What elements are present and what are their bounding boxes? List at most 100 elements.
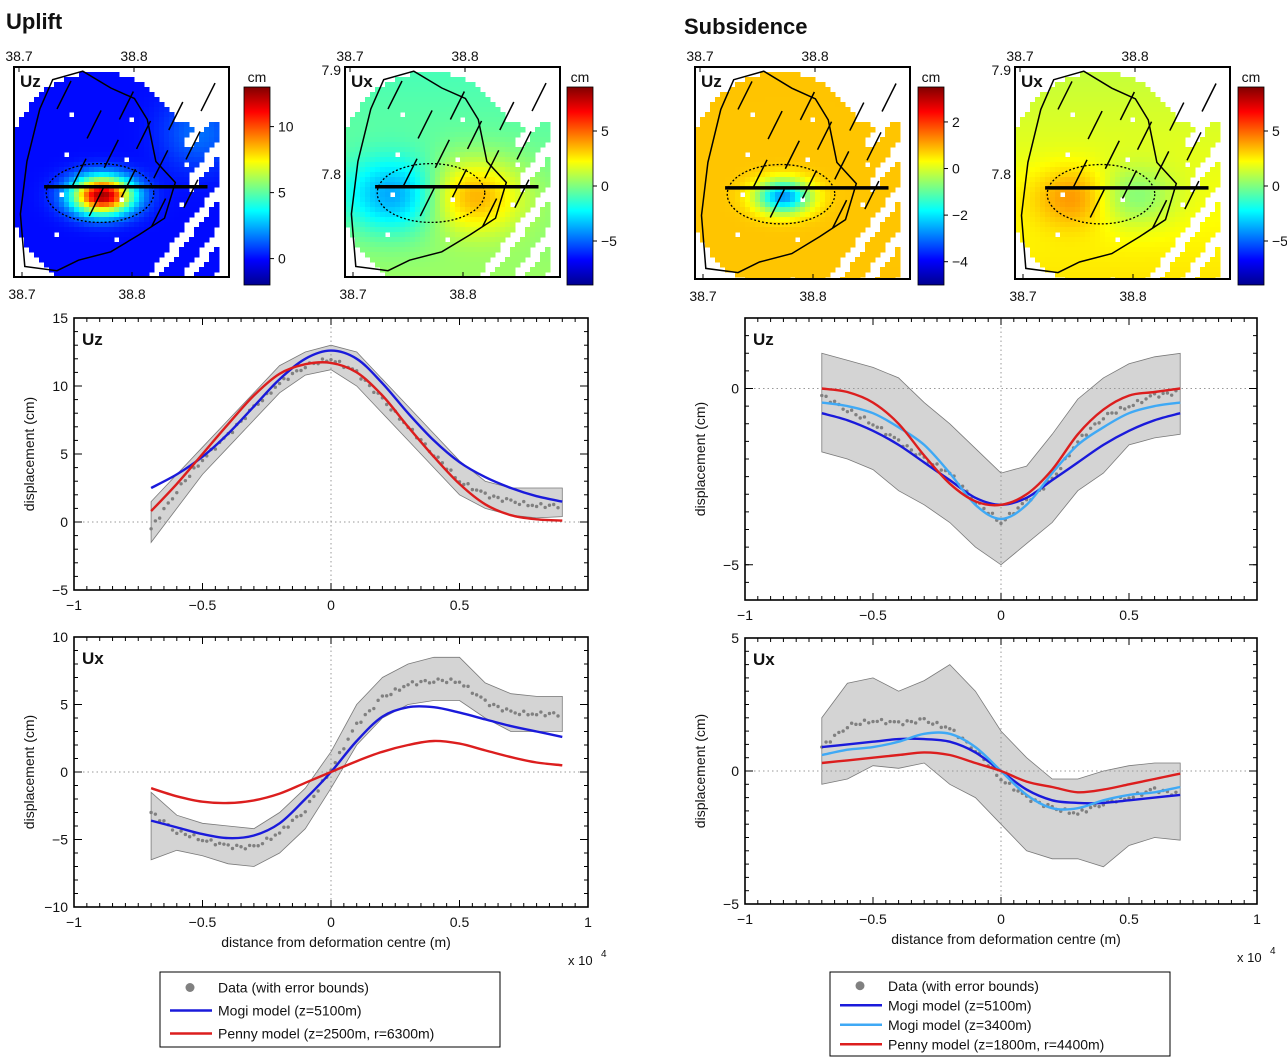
map-pixel (1135, 137, 1141, 143)
map-pixel (735, 87, 741, 93)
map-pixel (1105, 187, 1111, 193)
map-pixel (515, 252, 521, 258)
map-pixel (104, 237, 110, 243)
map-pixel (370, 142, 376, 148)
map-pixel (54, 87, 60, 93)
map-pixel (194, 152, 200, 158)
map-pixel (840, 242, 846, 248)
map-pixel (800, 137, 806, 143)
map-pixel (415, 252, 421, 258)
map-pixel (1135, 87, 1141, 93)
map-pixel (1130, 137, 1136, 143)
map-pixel (54, 122, 60, 128)
map-pixel (114, 272, 120, 277)
map-pixel (475, 202, 481, 208)
map-pixel (1080, 157, 1086, 163)
fault-line (531, 82, 547, 112)
map-pixel (755, 172, 761, 178)
map-pixel (99, 262, 105, 268)
map-pixel (214, 132, 220, 138)
map-pixel (430, 192, 436, 198)
map-pixel (490, 117, 496, 123)
map-pixel (99, 162, 105, 168)
map-pixel (129, 102, 135, 108)
map-pixel (1160, 172, 1166, 178)
map-pixel (1125, 167, 1131, 173)
map-pixel (1130, 172, 1136, 178)
map-pixel (164, 172, 170, 178)
map-pixel (24, 187, 30, 193)
map-pixel (755, 142, 761, 148)
map-pixel (59, 237, 65, 243)
map-pixel (209, 142, 215, 148)
map-pixel (730, 132, 736, 138)
map-pixel (795, 182, 801, 188)
map-pixel (84, 92, 90, 98)
map-pixel (425, 162, 431, 168)
map-pixel (835, 142, 841, 148)
map-pixel (405, 252, 411, 258)
map-pixel (760, 187, 766, 193)
map-pixel (445, 147, 451, 153)
map-pixel (39, 97, 45, 103)
map-pixel (209, 252, 215, 258)
map-pixel (1140, 117, 1146, 123)
map-pixel (740, 272, 746, 278)
map-pixel (410, 72, 416, 78)
map-pixel (74, 77, 80, 83)
map-pixel (710, 117, 716, 123)
map-pixel (480, 212, 486, 218)
map-pixel (895, 132, 901, 138)
map-pixel (1140, 187, 1146, 193)
map-pixel (59, 117, 65, 123)
map-pixel (129, 112, 135, 118)
map-pixel (425, 157, 431, 163)
map-pixel (214, 162, 220, 168)
map-pixel (405, 177, 411, 183)
map-pixel (64, 222, 70, 228)
map-pixel (455, 232, 461, 238)
map-pixel (755, 122, 761, 128)
map-pixel (79, 267, 85, 273)
map-pixel (129, 107, 135, 113)
map-pixel (94, 157, 100, 163)
map-pixel (79, 97, 85, 103)
map-pixel (410, 97, 416, 103)
map-pixel (500, 207, 506, 213)
map-pixel (820, 117, 826, 123)
map-pixel (735, 262, 741, 268)
map-pixel (870, 247, 876, 253)
map-pixel (895, 222, 901, 228)
map-pixel (1085, 157, 1091, 163)
map-pixel (39, 187, 45, 193)
map-pixel (89, 222, 95, 228)
map-pixel (79, 197, 85, 203)
map-pixel (34, 142, 40, 148)
map-pixel (204, 222, 210, 228)
map-pixel (835, 117, 841, 123)
map-pixel (204, 187, 210, 193)
map-pixel (715, 162, 721, 168)
map-pixel (24, 212, 30, 218)
map-pixel (1150, 112, 1156, 118)
map-pixel (820, 87, 826, 93)
map-pixel (345, 222, 351, 228)
map-pixel (725, 182, 731, 188)
map-pixel (415, 127, 421, 133)
map-pixel (144, 182, 150, 188)
map-pixel (59, 182, 65, 188)
map-pixel (34, 232, 40, 238)
map-pixel (194, 207, 200, 213)
map-pixel (1180, 142, 1186, 148)
map-pixel (64, 247, 70, 253)
map-pixel (440, 257, 446, 263)
map-pixel (725, 142, 731, 148)
fault-line (88, 187, 104, 217)
map-pixel (39, 162, 45, 168)
map-pixel (1015, 187, 1021, 193)
map-pixel (825, 252, 831, 258)
map-pixel (725, 127, 731, 133)
map-pixel (390, 112, 396, 118)
map-pixel (1020, 122, 1026, 128)
map-pixel (815, 122, 821, 128)
